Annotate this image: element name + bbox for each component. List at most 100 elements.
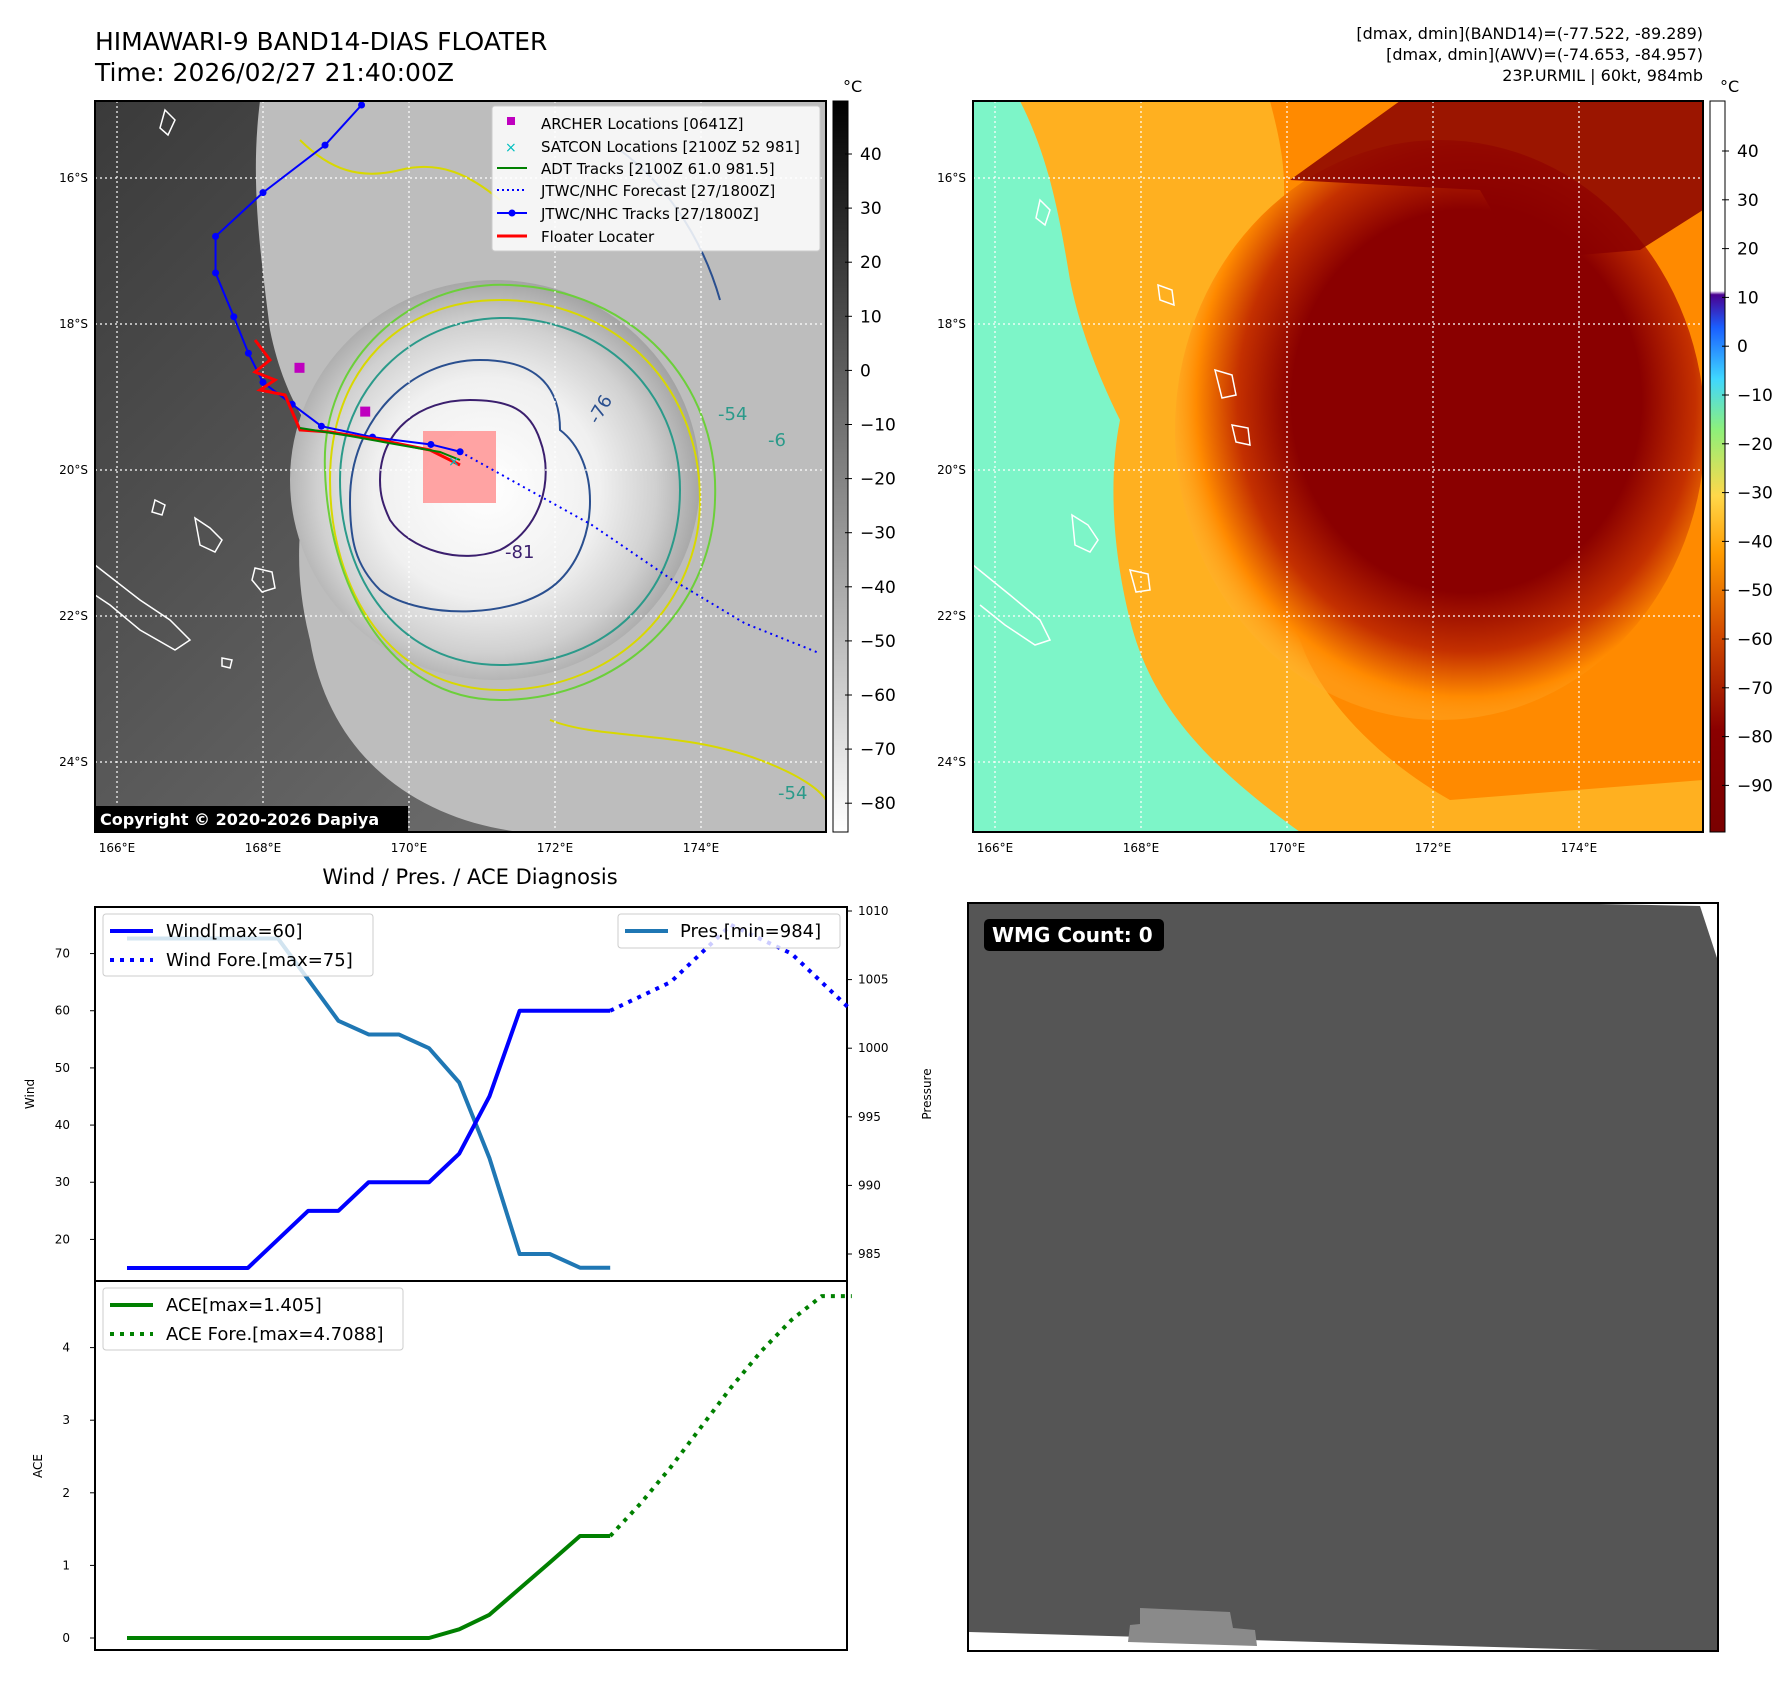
legend-satcon: SATCON Locations [2100Z 52 981] (541, 138, 800, 156)
colorbar-tick-label: −70 (1737, 679, 1773, 699)
lon-tick: 170°E (1269, 841, 1306, 855)
coastline-island-5 (159, 108, 176, 137)
colorbar-tick-label: 20 (860, 253, 882, 273)
contour-blue (348, 358, 591, 613)
gray-colorbar-unit: °C (843, 77, 862, 96)
jtwc-best-track-points (212, 101, 464, 456)
coastline-island-e2 (1231, 424, 1251, 446)
colorbar-tick-label: −70 (860, 740, 896, 760)
copyright-box (95, 806, 408, 832)
colorbar-tick-label: 30 (1737, 191, 1759, 211)
contour-label-4: -54 (778, 783, 807, 804)
lat-tick: 20°S (59, 463, 88, 477)
colorbar-tick-label: −20 (860, 470, 896, 490)
lon-tick: 172°E (1415, 841, 1452, 855)
enhanced-map-lat-ticks: 16°S 18°S 20°S 22°S 24°S (937, 171, 966, 769)
lat-tick: 22°S (937, 609, 966, 623)
gray-colorbar-ticks: 40 30 20 10 0 −10 −20 −30 −40 −50 −60 −70 −80 (845, 145, 896, 814)
colorbar-tick-label: −30 (1737, 484, 1773, 504)
ace-tick-label: 1 (62, 1558, 70, 1572)
color-colorbar-ticks: 40 30 20 10 0 −10 −20 −30 −40 −50 −60 −70 −80 −90 (1722, 142, 1773, 796)
adt-track (299, 427, 461, 461)
colorbar-tick-label: −10 (860, 416, 896, 436)
track-point (358, 101, 366, 109)
track-point (321, 141, 329, 149)
info-storm-summary: 23P.URMIL | 60kt, 984mb (1502, 66, 1703, 85)
contour-label-5: -6 (768, 430, 786, 451)
archer-points (294, 362, 371, 417)
ace-series-line (127, 1533, 611, 1640)
wind-tick-label: 20 (55, 1232, 70, 1246)
colorbar-tick-label: −80 (860, 794, 896, 814)
track-point (317, 422, 325, 430)
track-point (244, 349, 252, 357)
lat-tick: 20°S (937, 463, 966, 477)
coastline-island-e5 (1128, 568, 1151, 593)
colorbar-tick-label: 40 (1737, 142, 1759, 162)
colorbar-tick-label: −40 (1737, 532, 1773, 552)
archer-legend-icon (507, 117, 515, 125)
lon-tick: 172°E (537, 841, 574, 855)
pressure-tick-label: 1005 (858, 973, 889, 987)
pressure-tick-label: 1010 (858, 904, 889, 918)
floater-box (423, 431, 496, 503)
colorbar-tick-label: −20 (1737, 435, 1773, 455)
lat-tick: 16°S (59, 171, 88, 185)
wind-legend-label: Wind[max=60] (166, 921, 303, 942)
wmg-light-patch (1128, 1608, 1257, 1646)
wmg-count-label: WMG Count: 0 (992, 923, 1153, 947)
wind-axis-ticks: 20 30 40 50 60 70 (55, 947, 95, 1246)
ace-chart: 0 1 2 3 4 ACE ACE[max=1.405] ACE Fore.[max=4… (31, 1280, 852, 1651)
pressure-legend: Pres.[min=984] (617, 913, 841, 949)
ir-map-lon-ticks: 166°E 168°E 170°E 172°E 174°E (99, 841, 720, 855)
lon-tick: 166°E (977, 841, 1014, 855)
legend-archer: ARCHER Locations [0641Z] (541, 115, 744, 133)
contour-label-2: -81 (505, 542, 534, 563)
coastline-island-4 (221, 657, 233, 669)
lat-tick: 22°S (59, 609, 88, 623)
colorbar-tick-label: −80 (1737, 728, 1773, 748)
legend-tracks: JTWC/NHC Tracks [27/1800Z] (540, 205, 759, 223)
ace-tick-label: 2 (62, 1486, 70, 1500)
archer-point (294, 362, 305, 373)
color-colorbar-unit: °C (1720, 77, 1739, 96)
pressure-tick-label: 995 (858, 1110, 881, 1124)
lat-tick: 18°S (937, 317, 966, 331)
colorbar-tick-label: 20 (1737, 240, 1759, 260)
colorbar-tick-label: −10 (1737, 386, 1773, 406)
enhanced-map-lon-ticks: 166°E 168°E 170°E 172°E 174°E (977, 841, 1598, 855)
enhanced-cold-north (1290, 101, 1703, 260)
copyright-text: Copyright © 2020-2026 Dapiya (100, 810, 379, 829)
ace-legend: ACE[max=1.405] ACE Fore.[max=4.7088] (102, 1287, 404, 1351)
enhanced-map-panel: 166°E 168°E 170°E 172°E 174°E 16°S 18°S … (937, 77, 1773, 855)
enhanced-map-grid (973, 101, 1703, 832)
ace-forecast-series-line (608, 1294, 852, 1538)
figure-title: HIMAWARI-9 BAND14-DIAS FLOATER (95, 27, 547, 56)
figure-time: Time: 2026/02/27 21:40:00Z (94, 58, 454, 87)
lat-tick: 24°S (59, 755, 88, 769)
wind-tick-label: 50 (55, 1061, 70, 1075)
diagnosis-title: Wind / Pres. / ACE Diagnosis (322, 865, 617, 889)
contour-teal (338, 316, 682, 667)
ace-fore-legend-label: ACE Fore.[max=4.7088] (166, 1324, 384, 1345)
colorbar-tick-label: −40 (860, 578, 896, 598)
gray-colorbar (832, 100, 849, 833)
legend-floater: Floater Locater (541, 228, 655, 246)
track-point (427, 440, 435, 448)
lon-tick: 174°E (683, 841, 720, 855)
jtwc-forecast-track (459, 450, 819, 654)
pressure-axis-ticks: 985 990 995 1000 1005 1010 (847, 904, 889, 1261)
satcon-marker: × (448, 454, 460, 470)
coastline-island-e3 (1157, 283, 1175, 307)
contour-green (323, 283, 717, 702)
colorbar-tick-label: −50 (1737, 581, 1773, 601)
ir-map-legend: ARCHER Locations [0641Z] × SATCON Locati… (491, 105, 821, 252)
wind-tick-label: 60 (55, 1004, 70, 1018)
floater-locater-track (252, 339, 461, 467)
track-point (259, 378, 267, 386)
ir-map-frame (94, 100, 827, 833)
color-colorbar (1709, 100, 1726, 833)
colorbar-tick-label: 40 (860, 145, 882, 165)
track-point (259, 189, 267, 197)
pressure-tick-label: 985 (858, 1247, 881, 1261)
